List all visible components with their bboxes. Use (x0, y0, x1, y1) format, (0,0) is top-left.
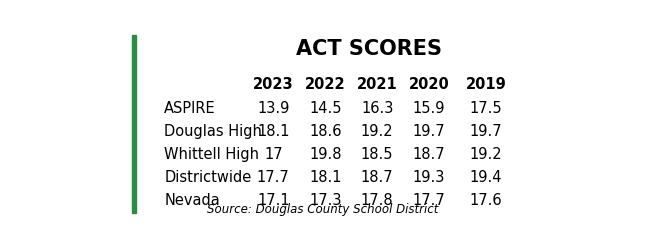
Text: 14.5: 14.5 (309, 100, 342, 115)
Text: 17.8: 17.8 (361, 193, 393, 208)
Text: 17: 17 (264, 146, 283, 162)
Text: 18.7: 18.7 (361, 170, 393, 184)
Text: 18.7: 18.7 (413, 146, 446, 162)
Text: 17.6: 17.6 (470, 193, 502, 208)
Text: 19.8: 19.8 (309, 146, 342, 162)
Text: 19.2: 19.2 (470, 146, 502, 162)
Text: 19.3: 19.3 (413, 170, 446, 184)
Text: 17.7: 17.7 (413, 193, 446, 208)
Text: 19.7: 19.7 (470, 123, 502, 138)
Text: 17.3: 17.3 (309, 193, 342, 208)
Text: 2020: 2020 (409, 76, 450, 91)
Text: 2022: 2022 (305, 76, 346, 91)
Text: 18.1: 18.1 (257, 123, 289, 138)
Bar (131, 36, 135, 213)
Text: 18.1: 18.1 (309, 170, 342, 184)
Text: 2023: 2023 (253, 76, 293, 91)
Text: 2019: 2019 (466, 76, 507, 91)
Text: Nevada: Nevada (164, 193, 220, 208)
Text: Douglas High: Douglas High (164, 123, 262, 138)
Text: 19.4: 19.4 (470, 170, 502, 184)
Text: Source: Douglas County School District: Source: Douglas County School District (207, 202, 438, 215)
Text: 16.3: 16.3 (361, 100, 393, 115)
Text: ASPIRE: ASPIRE (164, 100, 216, 115)
Text: 18.6: 18.6 (309, 123, 342, 138)
Text: 13.9: 13.9 (257, 100, 289, 115)
Text: 19.2: 19.2 (361, 123, 393, 138)
Text: 19.7: 19.7 (413, 123, 446, 138)
Text: 15.9: 15.9 (413, 100, 446, 115)
Text: Districtwide: Districtwide (164, 170, 251, 184)
Text: 18.5: 18.5 (361, 146, 393, 162)
Text: 2021: 2021 (356, 76, 397, 91)
Text: Whittell High: Whittell High (164, 146, 259, 162)
Text: 17.7: 17.7 (257, 170, 289, 184)
Text: ACT SCORES: ACT SCORES (296, 39, 442, 58)
Text: 17.5: 17.5 (470, 100, 502, 115)
Text: 17.1: 17.1 (257, 193, 289, 208)
